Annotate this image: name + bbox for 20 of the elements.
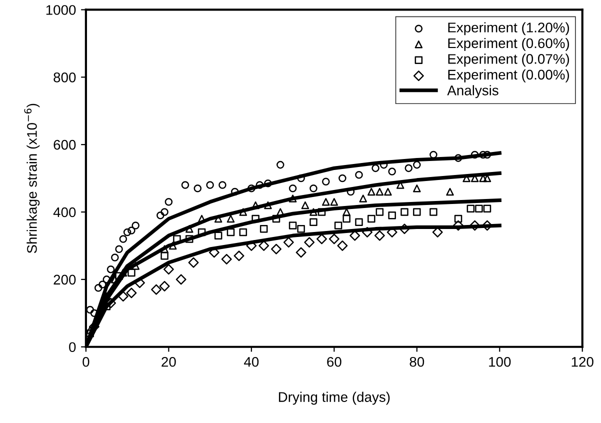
x-tick-label: 60 xyxy=(327,356,342,367)
x-tick-label: 120 xyxy=(572,356,594,367)
x-tick-label: 100 xyxy=(489,356,511,367)
y-tick-label: 400 xyxy=(53,207,76,218)
x-tick-label: 0 xyxy=(82,356,90,367)
y-tick-label: 1000 xyxy=(46,5,76,15)
legend-label: Analysis xyxy=(447,85,498,98)
y-axis-title: Shrinkage strain (x10$^{−6}$) xyxy=(24,104,40,254)
y-tick-label: 600 xyxy=(54,140,76,150)
x-tick-label: 20 xyxy=(162,356,176,367)
y-tick-label: 800 xyxy=(54,72,76,82)
legend-label: Experiment (0.07%) xyxy=(448,54,570,67)
x-tick-label: 80 xyxy=(410,356,424,367)
legend-label: Experiment (0.60%) xyxy=(448,38,570,51)
legend-label: Experiment (1.20%) xyxy=(448,22,570,36)
y-tick-label: 200 xyxy=(54,274,76,285)
x-tick-label: 40 xyxy=(244,356,259,367)
x-axis-title: Drying time (days) xyxy=(278,392,390,405)
y-tick-label: 0 xyxy=(69,342,76,352)
legend-label: Experiment (0.00%) xyxy=(448,69,570,82)
